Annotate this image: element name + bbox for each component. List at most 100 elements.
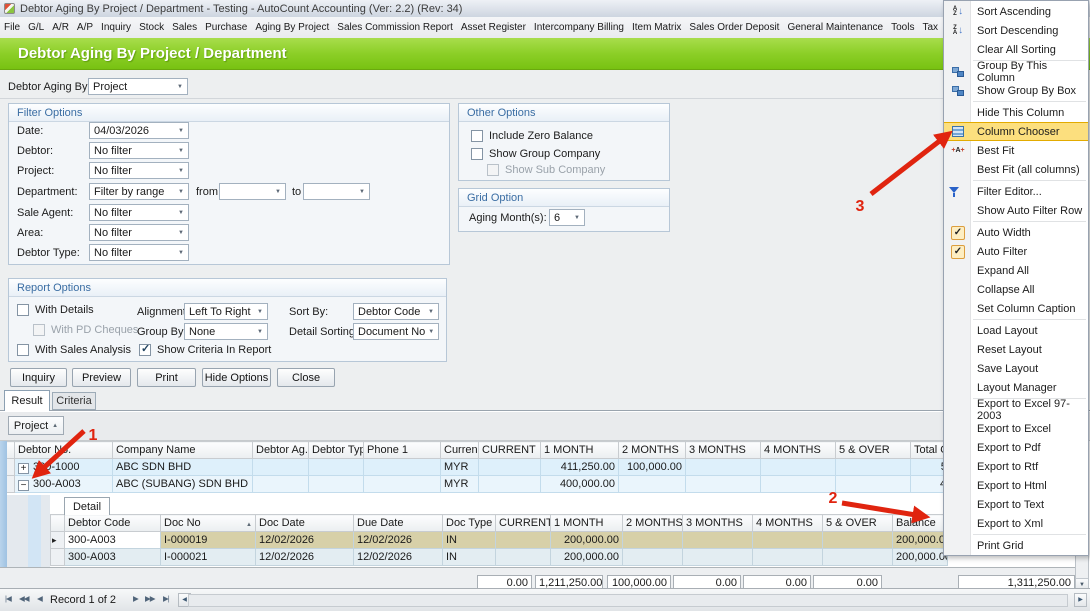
menubar-item[interactable]: File [4,22,21,33]
tab-criteria[interactable]: Criteria [52,392,96,410]
menu-item-export-to-xml[interactable]: Export to Xml [944,514,1088,533]
show-group-company-checkbox[interactable] [471,148,483,160]
menubar-item[interactable]: A/P [76,22,94,33]
column-header-balance[interactable]: Balance [892,514,948,532]
menubar-item[interactable]: Aging By Project [255,22,330,33]
menu-item-group-by-this-column[interactable]: Group By This Column [944,60,1088,84]
hide-options-button[interactable]: Hide Options [202,368,271,387]
cell-4-months[interactable] [760,458,836,476]
cell-4-months[interactable] [760,475,836,493]
department-to-dropdown[interactable] [303,183,370,200]
collapse-icon[interactable]: − [18,479,29,491]
column-header-4-months[interactable]: 4 MONTHS [760,441,836,459]
cell-debtor-no[interactable]: −300-A003 [14,475,113,493]
expand-icon[interactable]: + [18,462,29,474]
table-row[interactable]: +300-1000 ABC SDN BHD MYR 411,250.00 100… [0,458,999,476]
menu-item-clear-all-sorting[interactable]: Clear All Sorting [944,40,1088,59]
inquiry-button[interactable]: Inquiry [10,368,67,387]
menubar-item[interactable]: Tax [922,22,939,33]
menu-item-export-to-excel[interactable]: Export to Excel [944,419,1088,438]
first-record-button[interactable]: |◀ [5,594,12,603]
cell-doc-date[interactable]: 12/02/2026 [255,531,354,549]
menu-item-best-fit-all-columns[interactable]: Best Fit (all columns) [944,160,1088,179]
debtor-dropdown[interactable]: No filter [89,142,189,159]
horizontal-scrollbar-thumb[interactable] [188,594,1068,607]
area-dropdown[interactable]: No filter [89,224,189,241]
with-details-checkbox[interactable] [17,304,29,316]
column-header-4-months[interactable]: 4 MONTHS [752,514,823,532]
column-header-phone-1[interactable]: Phone 1 [363,441,441,459]
cell-debtor-aging[interactable] [252,475,309,493]
cell-1-month[interactable]: 400,000.00 [540,475,619,493]
menu-item-show-group-by-box[interactable]: Show Group By Box [944,81,1088,100]
menu-item-collapse-all[interactable]: Collapse All [944,280,1088,299]
scroll-right-icon[interactable]: ▶ [1074,593,1087,607]
column-header-2-months[interactable]: 2 MONTHS [622,514,683,532]
column-header-debtor-aging[interactable]: Debtor Ag... [252,441,309,459]
column-header-1-month[interactable]: 1 MONTH [540,441,619,459]
cell-doc-no[interactable]: I-000021 [160,548,256,566]
cell-balance[interactable]: 200,000.00 [892,531,948,549]
menu-item-best-fit[interactable]: + A + Best Fit [944,141,1088,160]
last-record-button[interactable]: ▶| [163,594,170,603]
table-row[interactable]: ▸ −300-A003 ABC (SUBANG) SDN BHD MYR 400… [0,475,999,493]
cell-debtor-code[interactable]: 300-A003 [64,548,161,566]
cell-balance[interactable]: 200,000.00 [892,548,948,566]
column-header-doc-no[interactable]: Doc No ▲ [160,514,256,532]
column-header-2-months[interactable]: 2 MONTHS [618,441,686,459]
cell-5-over[interactable] [835,475,911,493]
cell-company-name[interactable]: ABC SDN BHD [112,458,253,476]
menu-item-export-to-html[interactable]: Export to Html [944,476,1088,495]
menu-item-filter-editor[interactable]: Filter Editor... [944,182,1088,201]
cell-3-months[interactable] [685,458,761,476]
cell-currency[interactable]: MYR [440,458,479,476]
cell-phone-1[interactable] [363,475,441,493]
column-header-currency[interactable]: Currency [440,441,479,459]
menubar-item[interactable]: G/L [28,22,45,33]
prev-page-button[interactable]: ◀◀ [19,594,30,603]
menubar-item[interactable]: Inquiry [101,22,132,33]
next-record-button[interactable]: ▶ [133,594,139,603]
column-header-3-months[interactable]: 3 MONTHS [685,441,761,459]
menu-item-hide-this-column[interactable]: Hide This Column [944,103,1088,122]
menu-item-auto-width[interactable]: ✓ Auto Width [944,223,1088,242]
cell-current[interactable] [478,475,541,493]
menu-item-reset-layout[interactable]: Reset Layout [944,340,1088,359]
cell-4-months[interactable] [752,548,823,566]
detail-sorting-dropdown[interactable]: Document No [353,323,439,340]
menu-item-show-auto-filter-row[interactable]: Show Auto Filter Row [944,201,1088,220]
cell-due-date[interactable]: 12/02/2026 [353,531,443,549]
menubar-item[interactable]: Purchase [205,22,248,33]
detail-row[interactable]: ▸ 300-A003 I-000019 12/02/2026 12/02/202… [50,531,948,549]
column-header-company-name[interactable]: Company Name [112,441,253,459]
menubar-item[interactable]: General Maintenance [787,22,884,33]
row-indicator[interactable]: ▸ [50,531,65,549]
cell-4-months[interactable] [752,531,823,549]
menubar-item[interactable]: Item Matrix [631,22,682,33]
cell-current[interactable] [495,531,551,549]
column-header-current[interactable]: CURRENT [478,441,541,459]
cell-doc-type[interactable]: IN [442,531,496,549]
include-zero-balance-checkbox[interactable] [471,130,483,142]
cell-current[interactable] [495,548,551,566]
sort-by-dropdown[interactable]: Debtor Code [353,303,439,320]
cell-doc-no[interactable]: I-000019 [160,531,256,549]
cell-2-months[interactable]: 100,000.00 [618,458,686,476]
cell-3-months[interactable] [682,531,753,549]
cell-due-date[interactable]: 12/02/2026 [353,548,443,566]
cell-1-month[interactable]: 411,250.00 [540,458,619,476]
show-criteria-checkbox[interactable] [139,342,151,356]
cell-company-name[interactable]: ABC (SUBANG) SDN BHD [112,475,253,493]
scroll-down-icon[interactable]: ▼ [1076,578,1088,591]
date-dropdown[interactable]: 04/03/2026 [89,122,189,139]
menu-item-sort-descending[interactable]: Z A ↓ Sort Descending [944,21,1088,40]
cell-5-over[interactable] [822,548,893,566]
menu-item-auto-filter[interactable]: ✓ Auto Filter [944,242,1088,261]
column-header-due-date[interactable]: Due Date [353,514,443,532]
menubar-item[interactable]: Intercompany Billing [533,22,624,33]
preview-button[interactable]: Preview [72,368,131,387]
cell-doc-date[interactable]: 12/02/2026 [255,548,354,566]
alignment-dropdown[interactable]: Left To Right [184,303,268,320]
menu-item-column-chooser[interactable]: Column Chooser [944,122,1088,141]
menu-item-print-grid[interactable]: Print Grid [944,536,1088,555]
